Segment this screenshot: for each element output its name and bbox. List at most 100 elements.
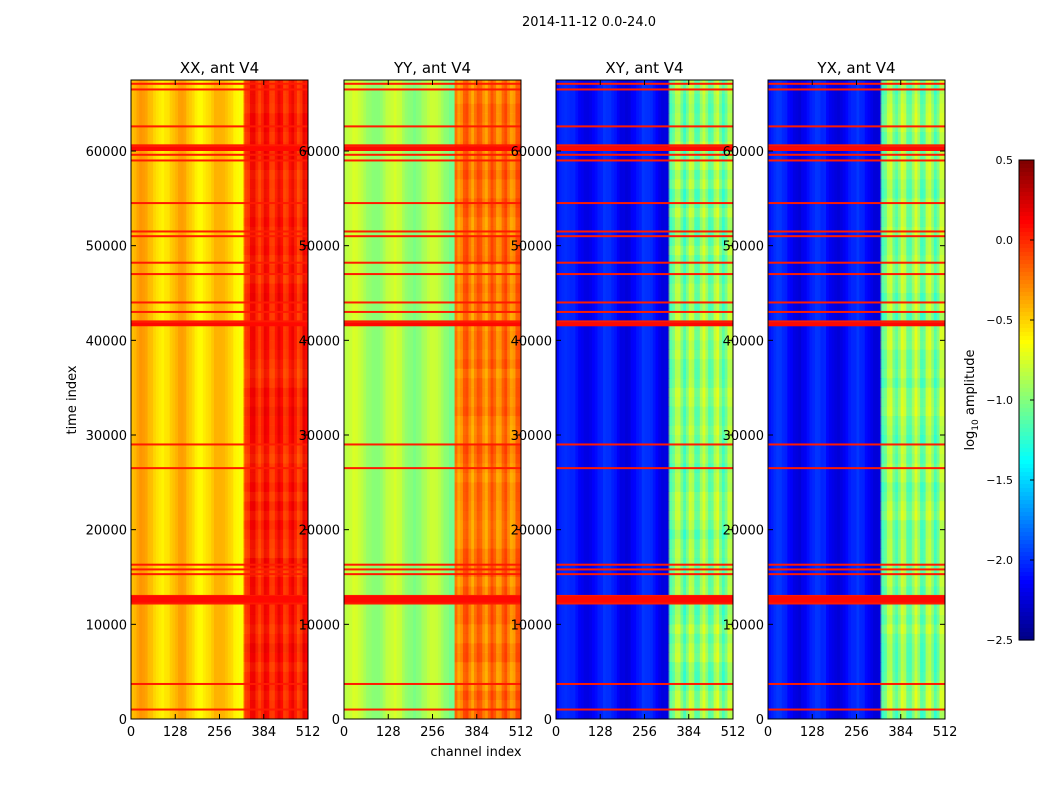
colorbar-step [1019,608,1034,613]
flag-row [556,301,733,304]
heatmap-column [155,80,160,719]
x-tick-label: 256 [420,725,445,740]
heatmap-column [697,80,701,719]
heatmap-column [277,80,281,719]
flag-row [344,602,521,605]
heatmap-column [903,80,907,719]
heatmap-texture [243,378,308,388]
heatmap-texture [243,435,308,445]
heatmap-texture [880,633,945,644]
heatmap-texture [454,359,521,369]
heatmap-column [839,80,844,719]
flag-row [344,573,521,576]
heatmap-texture [243,501,308,511]
colorbar-step [1019,472,1034,477]
flag-row [344,310,521,313]
heatmap-column [269,80,273,719]
heatmap-column [931,80,935,719]
heatmap-texture [668,520,733,530]
heatmap-column [200,80,204,719]
heatmap-column [272,80,276,719]
flag-row [556,602,733,605]
heatmap-texture [880,80,945,85]
heatmap-texture [668,179,733,189]
flag-row [556,682,733,685]
heatmap-texture [668,387,733,398]
heatmap-column [837,80,841,719]
heatmap-texture [668,132,733,142]
flag-block [768,146,945,151]
heatmap-texture [668,558,733,568]
heatmap-column [379,80,384,719]
heatmap-column [925,80,929,719]
flag-row [768,88,945,91]
heatmap-texture [243,416,308,426]
colorbar-step [1019,176,1034,181]
heatmap-column [460,80,464,719]
heatmap-column [142,80,146,719]
colorbar-step [1019,340,1034,345]
heatmap-texture [880,349,945,360]
flag-row [131,682,308,685]
heatmap-column [164,80,168,719]
heatmap-texture [243,633,308,644]
colorbar-step [1019,432,1034,437]
heatmap-column [344,80,348,719]
heatmap-column [136,80,140,719]
colorbar-tick-label: −0.5 [986,314,1013,327]
heatmap-column [641,80,645,719]
colorbar-step [1019,548,1034,553]
heatmap-column [462,80,467,719]
heatmap-column [895,80,899,719]
heatmap-texture [668,435,733,445]
flag-row [344,153,521,156]
heatmap-texture [243,558,308,568]
heatmap-texture [880,662,945,672]
heatmap-column [457,80,461,719]
heatmap-column [404,80,409,719]
y-tick-label: 0 [119,713,127,728]
heatmap-column [468,80,472,719]
flag-row [768,568,945,571]
heatmap-column [496,80,500,719]
colorbar-step [1019,556,1034,561]
heatmap-column [578,80,582,719]
x-tick-label: 256 [632,725,657,740]
heatmap-column [512,80,516,719]
heatmap-column [169,80,173,719]
colorbar-step [1019,372,1034,377]
heatmap-column [583,80,587,719]
heatmap-column [627,80,632,719]
heatmap-column [864,80,869,719]
y-tick-label: 20000 [86,524,127,539]
heatmap-column [614,80,618,719]
heatmap-column [580,80,585,719]
y-tick-label: 0 [756,713,764,728]
heatmap-texture [880,283,945,293]
flag-row [768,467,945,470]
flag-row [768,159,945,162]
colorbar-step [1019,416,1034,421]
colorbar-step [1019,408,1034,413]
heatmap-texture [454,520,521,530]
heatmap-column [900,80,905,719]
colorbar-step [1019,540,1034,545]
heatmap-column [244,80,248,719]
heatmap-texture [243,567,308,577]
heatmap-texture [880,624,945,634]
colorbar-step [1019,396,1034,401]
heatmap-column [498,80,503,719]
heatmap-column [586,80,590,719]
heatmap-column [363,80,367,719]
heatmap-texture [243,217,308,227]
heatmap-texture [880,368,945,379]
heatmap-texture [880,444,945,454]
heatmap-column [415,80,420,719]
heatmap-column [258,80,262,719]
heatmap-texture [880,207,945,218]
heatmap-texture [454,293,521,303]
colorbar-step [1019,636,1034,641]
heatmap-texture [668,444,733,454]
heatmap-texture [668,529,733,540]
flag-row [556,230,733,233]
